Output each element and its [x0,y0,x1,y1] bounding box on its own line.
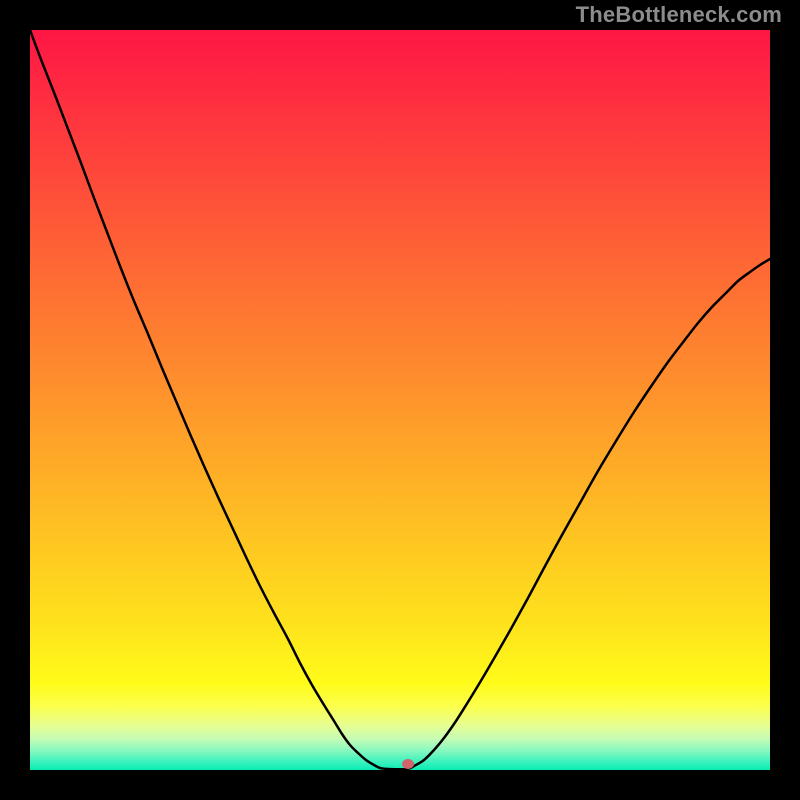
chart-frame: TheBottleneck.com [0,0,800,800]
bottleneck-chart [0,0,800,800]
minimum-marker [402,759,414,769]
watermark-text: TheBottleneck.com [576,2,782,28]
plot-background [30,30,770,770]
